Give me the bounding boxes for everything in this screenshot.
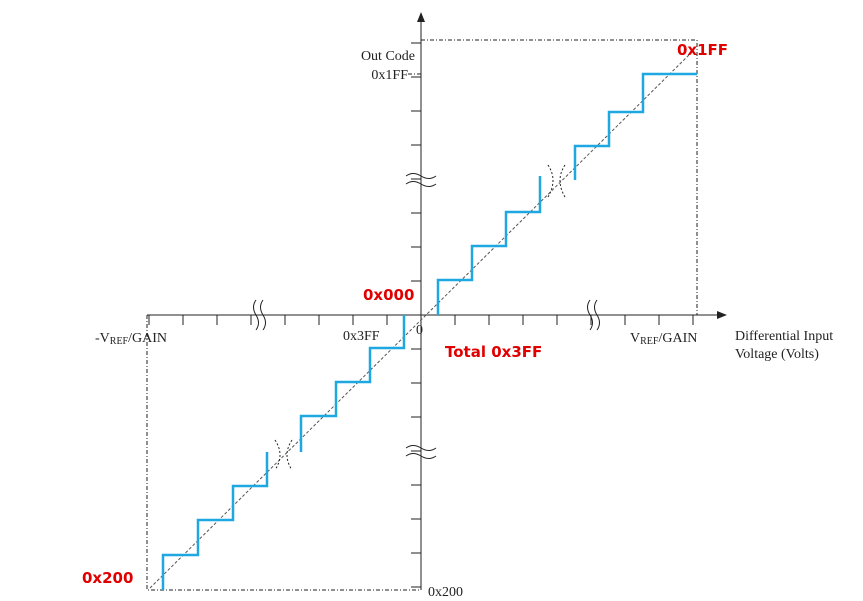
annotation: 0x000 — [363, 286, 414, 304]
annotation: Total 0x3FF — [445, 343, 542, 361]
y-bottom-label: 0x200 — [428, 585, 463, 600]
x-axis-title: Differential Input — [735, 329, 833, 344]
ideal-line — [149, 49, 695, 589]
dashed-box — [146, 315, 421, 591]
y-arrow — [417, 12, 425, 22]
x-right-label: VREF/GAIN — [630, 331, 697, 347]
y-top-label: 0x1FF — [371, 68, 408, 83]
staircase — [573, 72, 697, 180]
annotation: 0x1FF — [677, 41, 728, 59]
ticks — [148, 42, 694, 588]
break-marks — [253, 164, 600, 471]
staircase — [161, 452, 269, 590]
x-arrow — [717, 311, 727, 319]
staircase — [299, 315, 406, 452]
x-left-label: -VREF/GAIN — [95, 331, 167, 347]
x-axis-title: Voltage (Volts) — [735, 347, 819, 362]
y-axis-title: Out Code — [361, 49, 415, 64]
x-neg-label: 0x3FF — [343, 329, 380, 344]
annotation: 0x200 — [82, 569, 133, 587]
origin-label: 0 — [416, 323, 423, 338]
staircase — [436, 176, 542, 315]
dashed-box — [421, 39, 698, 315]
